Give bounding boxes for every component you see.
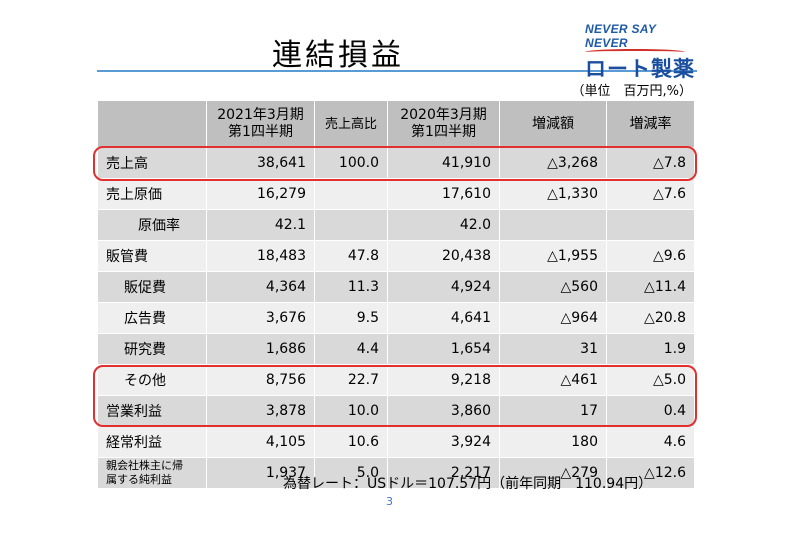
cell-ratio: 100.0: [314, 147, 388, 179]
row-label: 営業利益: [97, 395, 207, 427]
cell-diff: △461: [499, 364, 607, 396]
cell-rate: 0.4: [606, 395, 695, 427]
cell-diff: 180: [499, 426, 607, 458]
cell-previous: 4,641: [387, 302, 500, 334]
cell-previous: 17,610: [387, 178, 500, 210]
cell-ratio: [314, 209, 388, 241]
cell-previous: 9,218: [387, 364, 500, 396]
cell-rate: 4.6: [606, 426, 695, 458]
cell-ratio: 4.4: [314, 333, 388, 365]
cell-ratio: 5.0: [314, 457, 388, 489]
header-prev-line2: 第1四半期: [411, 124, 476, 140]
table-row: 親会社株主に帰 属する純利益 1,937 5.0 2,217 △279 △12.6: [97, 457, 695, 489]
cell-rate: [606, 209, 695, 241]
cell-ratio: 10.6: [314, 426, 388, 458]
fx-rate-note: 為替レート：USドル＝107.57円（前年同期 110.94円）: [283, 476, 653, 492]
cell-rate: △11.4: [606, 271, 695, 303]
cell-diff: △560: [499, 271, 607, 303]
cell-current: 4,364: [206, 271, 315, 303]
cell-ratio: 9.5: [314, 302, 388, 334]
cell-current: 38,641: [206, 147, 315, 179]
cell-rate: △7.8: [606, 147, 695, 179]
cell-previous: 4,924: [387, 271, 500, 303]
cell-previous: 41,910: [387, 147, 500, 179]
cell-diff: △279: [499, 457, 607, 489]
cell-current: 1,686: [206, 333, 315, 365]
cell-rate: 1.9: [606, 333, 695, 365]
cell-ratio: [314, 178, 388, 210]
page-number: 3: [386, 495, 393, 508]
row-label: 経常利益: [97, 426, 207, 458]
cell-current: 42.1: [206, 209, 315, 241]
logo-name: ロート製薬: [585, 57, 695, 81]
row-label: 販促費: [97, 271, 207, 303]
cell-ratio: 11.3: [314, 271, 388, 303]
cell-ratio: 22.7: [314, 364, 388, 396]
table-row: 営業利益 3,878 10.0 3,860 17 0.4: [97, 395, 695, 427]
cell-previous: 3,924: [387, 426, 500, 458]
logo-swoosh-icon: [585, 49, 685, 55]
cell-ratio: 10.0: [314, 395, 388, 427]
cell-current: 4,105: [206, 426, 315, 458]
row-label-line2: 属する純利益: [106, 473, 172, 486]
cell-diff: △964: [499, 302, 607, 334]
row-label: 広告費: [97, 302, 207, 334]
cell-rate: △7.6: [606, 178, 695, 210]
cell-ratio: 47.8: [314, 240, 388, 272]
unit-note: （単位 百万円,%）: [571, 84, 693, 99]
cell-diff: △1,955: [499, 240, 607, 272]
logo-tagline: NEVER SAY NEVER: [585, 22, 656, 50]
header-cell: 2021年3月期 第1四半期: [206, 100, 315, 148]
row-label: 親会社株主に帰 属する純利益: [97, 457, 207, 489]
highlight-profit: [93, 365, 697, 427]
row-label: 売上原価: [97, 178, 207, 210]
header-cell: 2020年3月期 第1四半期: [387, 100, 500, 148]
header-cell: 増減率: [606, 100, 695, 148]
header-cur-line2: 第1四半期: [228, 124, 293, 140]
cell-diff: 31: [499, 333, 607, 365]
cell-diff: △1,330: [499, 178, 607, 210]
cell-current: 3,878: [206, 395, 315, 427]
cell-current: 16,279: [206, 178, 315, 210]
row-label: 販管費: [97, 240, 207, 272]
cell-previous: 3,860: [387, 395, 500, 427]
cell-rate: △20.8: [606, 302, 695, 334]
company-logo: NEVER SAY NEVER ロート製薬: [585, 22, 695, 83]
cell-diff: △3,268: [499, 147, 607, 179]
table-row: 原価率 42.1 42.0: [97, 209, 695, 241]
header-cell: [97, 100, 207, 148]
cell-previous: 2,217: [387, 457, 500, 489]
header-cur-line1: 2021年3月期: [217, 107, 304, 123]
cell-current: 3,676: [206, 302, 315, 334]
table-row: 広告費 3,676 9.5 4,641 △964 △20.8: [97, 302, 695, 334]
cell-current: 8,756: [206, 364, 315, 396]
table-row: 販管費 18,483 47.8 20,438 △1,955 △9.6: [97, 240, 695, 272]
table-row: 売上原価 16,279 17,610 △1,330 △7.6: [97, 178, 695, 210]
cell-diff: 17: [499, 395, 607, 427]
cell-current: 1,937: [206, 457, 315, 489]
income-statement-table: 2021年3月期 第1四半期 売上高比 2020年3月期 第1四半期 増減額 増減率…: [97, 100, 695, 489]
title-underline: [97, 70, 697, 72]
cell-diff: [499, 209, 607, 241]
table-row: 販促費 4,364 11.3 4,924 △560 △11.4: [97, 271, 695, 303]
cell-previous: 42.0: [387, 209, 500, 241]
table-row: 経常利益 4,105 10.6 3,924 180 4.6: [97, 426, 695, 458]
row-label: 原価率: [97, 209, 207, 241]
table-row: 研究費 1,686 4.4 1,654 31 1.9: [97, 333, 695, 365]
row-label-line1: 親会社株主に帰: [106, 459, 183, 472]
cell-previous: 1,654: [387, 333, 500, 365]
highlight-sales: [93, 146, 697, 181]
header-cell: 売上高比: [314, 100, 388, 148]
cell-previous: 20,438: [387, 240, 500, 272]
cell-rate: △9.6: [606, 240, 695, 272]
header-cell: 増減額: [499, 100, 607, 148]
row-label: 研究費: [97, 333, 207, 365]
cell-rate: △12.6: [606, 457, 695, 489]
cell-rate: △5.0: [606, 364, 695, 396]
header-prev-line1: 2020年3月期: [400, 107, 487, 123]
cell-current: 18,483: [206, 240, 315, 272]
table-header-row: 2021年3月期 第1四半期 売上高比 2020年3月期 第1四半期 増減額 増減率: [97, 100, 695, 148]
page-title: 連結損益: [272, 38, 404, 73]
